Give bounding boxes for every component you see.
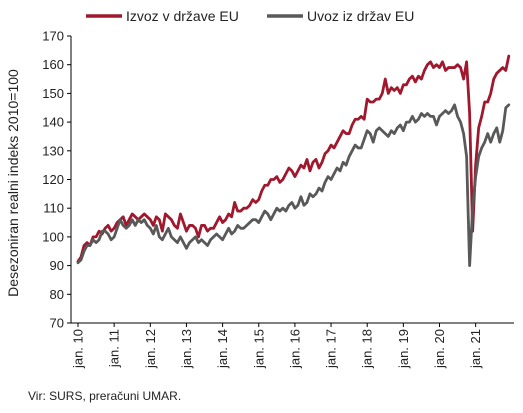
y-tick-label: 100 <box>42 229 64 244</box>
x-tick-label: jan. 21 <box>468 329 483 369</box>
x-tick-label: jan. 14 <box>215 329 230 369</box>
x-tick-label: jan. 18 <box>360 329 375 369</box>
y-tick-label: 110 <box>43 201 64 216</box>
y-tick-label: 80 <box>50 287 64 302</box>
y-tick-label: 130 <box>42 143 64 158</box>
x-tick-label: jan. 12 <box>143 329 158 369</box>
legend-label-uvoz: Uvoz iz držav EU <box>307 8 414 24</box>
line-uvoz <box>76 103 511 268</box>
y-tick-label: 70 <box>50 316 64 331</box>
x-tick-label: jan. 17 <box>324 329 339 369</box>
series-izvoz <box>76 54 511 263</box>
line-izvoz <box>76 54 511 263</box>
y-tick-label: 120 <box>42 172 64 187</box>
legend-label-izvoz: Izvoz v države EU <box>126 8 239 24</box>
x-tick-label: jan. 16 <box>287 329 302 369</box>
y-axis-label: Desezoniran realni indeks 2010=100 <box>5 69 21 297</box>
legend: Izvoz v države EU Uvoz iz držav EU <box>86 8 414 24</box>
x-tick-label: jan. 13 <box>179 329 194 369</box>
series-uvoz <box>76 103 511 268</box>
x-tick-label: jan. 11 <box>107 329 122 368</box>
y-tick-label: 170 <box>42 29 64 44</box>
y-tick-label: 140 <box>42 115 64 130</box>
source-note: Vir: SURS, preračuni UMAR. <box>28 389 182 403</box>
x-tick-label: jan. 10 <box>71 329 86 369</box>
x-axis: jan. 10 jan. 11 jan. 12 jan. 13 jan. 14 jan. … <box>71 322 514 369</box>
y-tick-label: 160 <box>42 57 64 72</box>
x-tick-label: jan. 20 <box>432 329 447 369</box>
plot-area <box>76 54 511 268</box>
x-tick-label: jan. 15 <box>251 329 266 369</box>
y-tick-label: 90 <box>50 258 64 273</box>
x-tick-label: jan. 19 <box>396 329 411 369</box>
y-tick-label: 150 <box>42 86 64 101</box>
y-axis: 70 80 90 100 110 120 130 140 150 160 170 <box>42 29 72 331</box>
